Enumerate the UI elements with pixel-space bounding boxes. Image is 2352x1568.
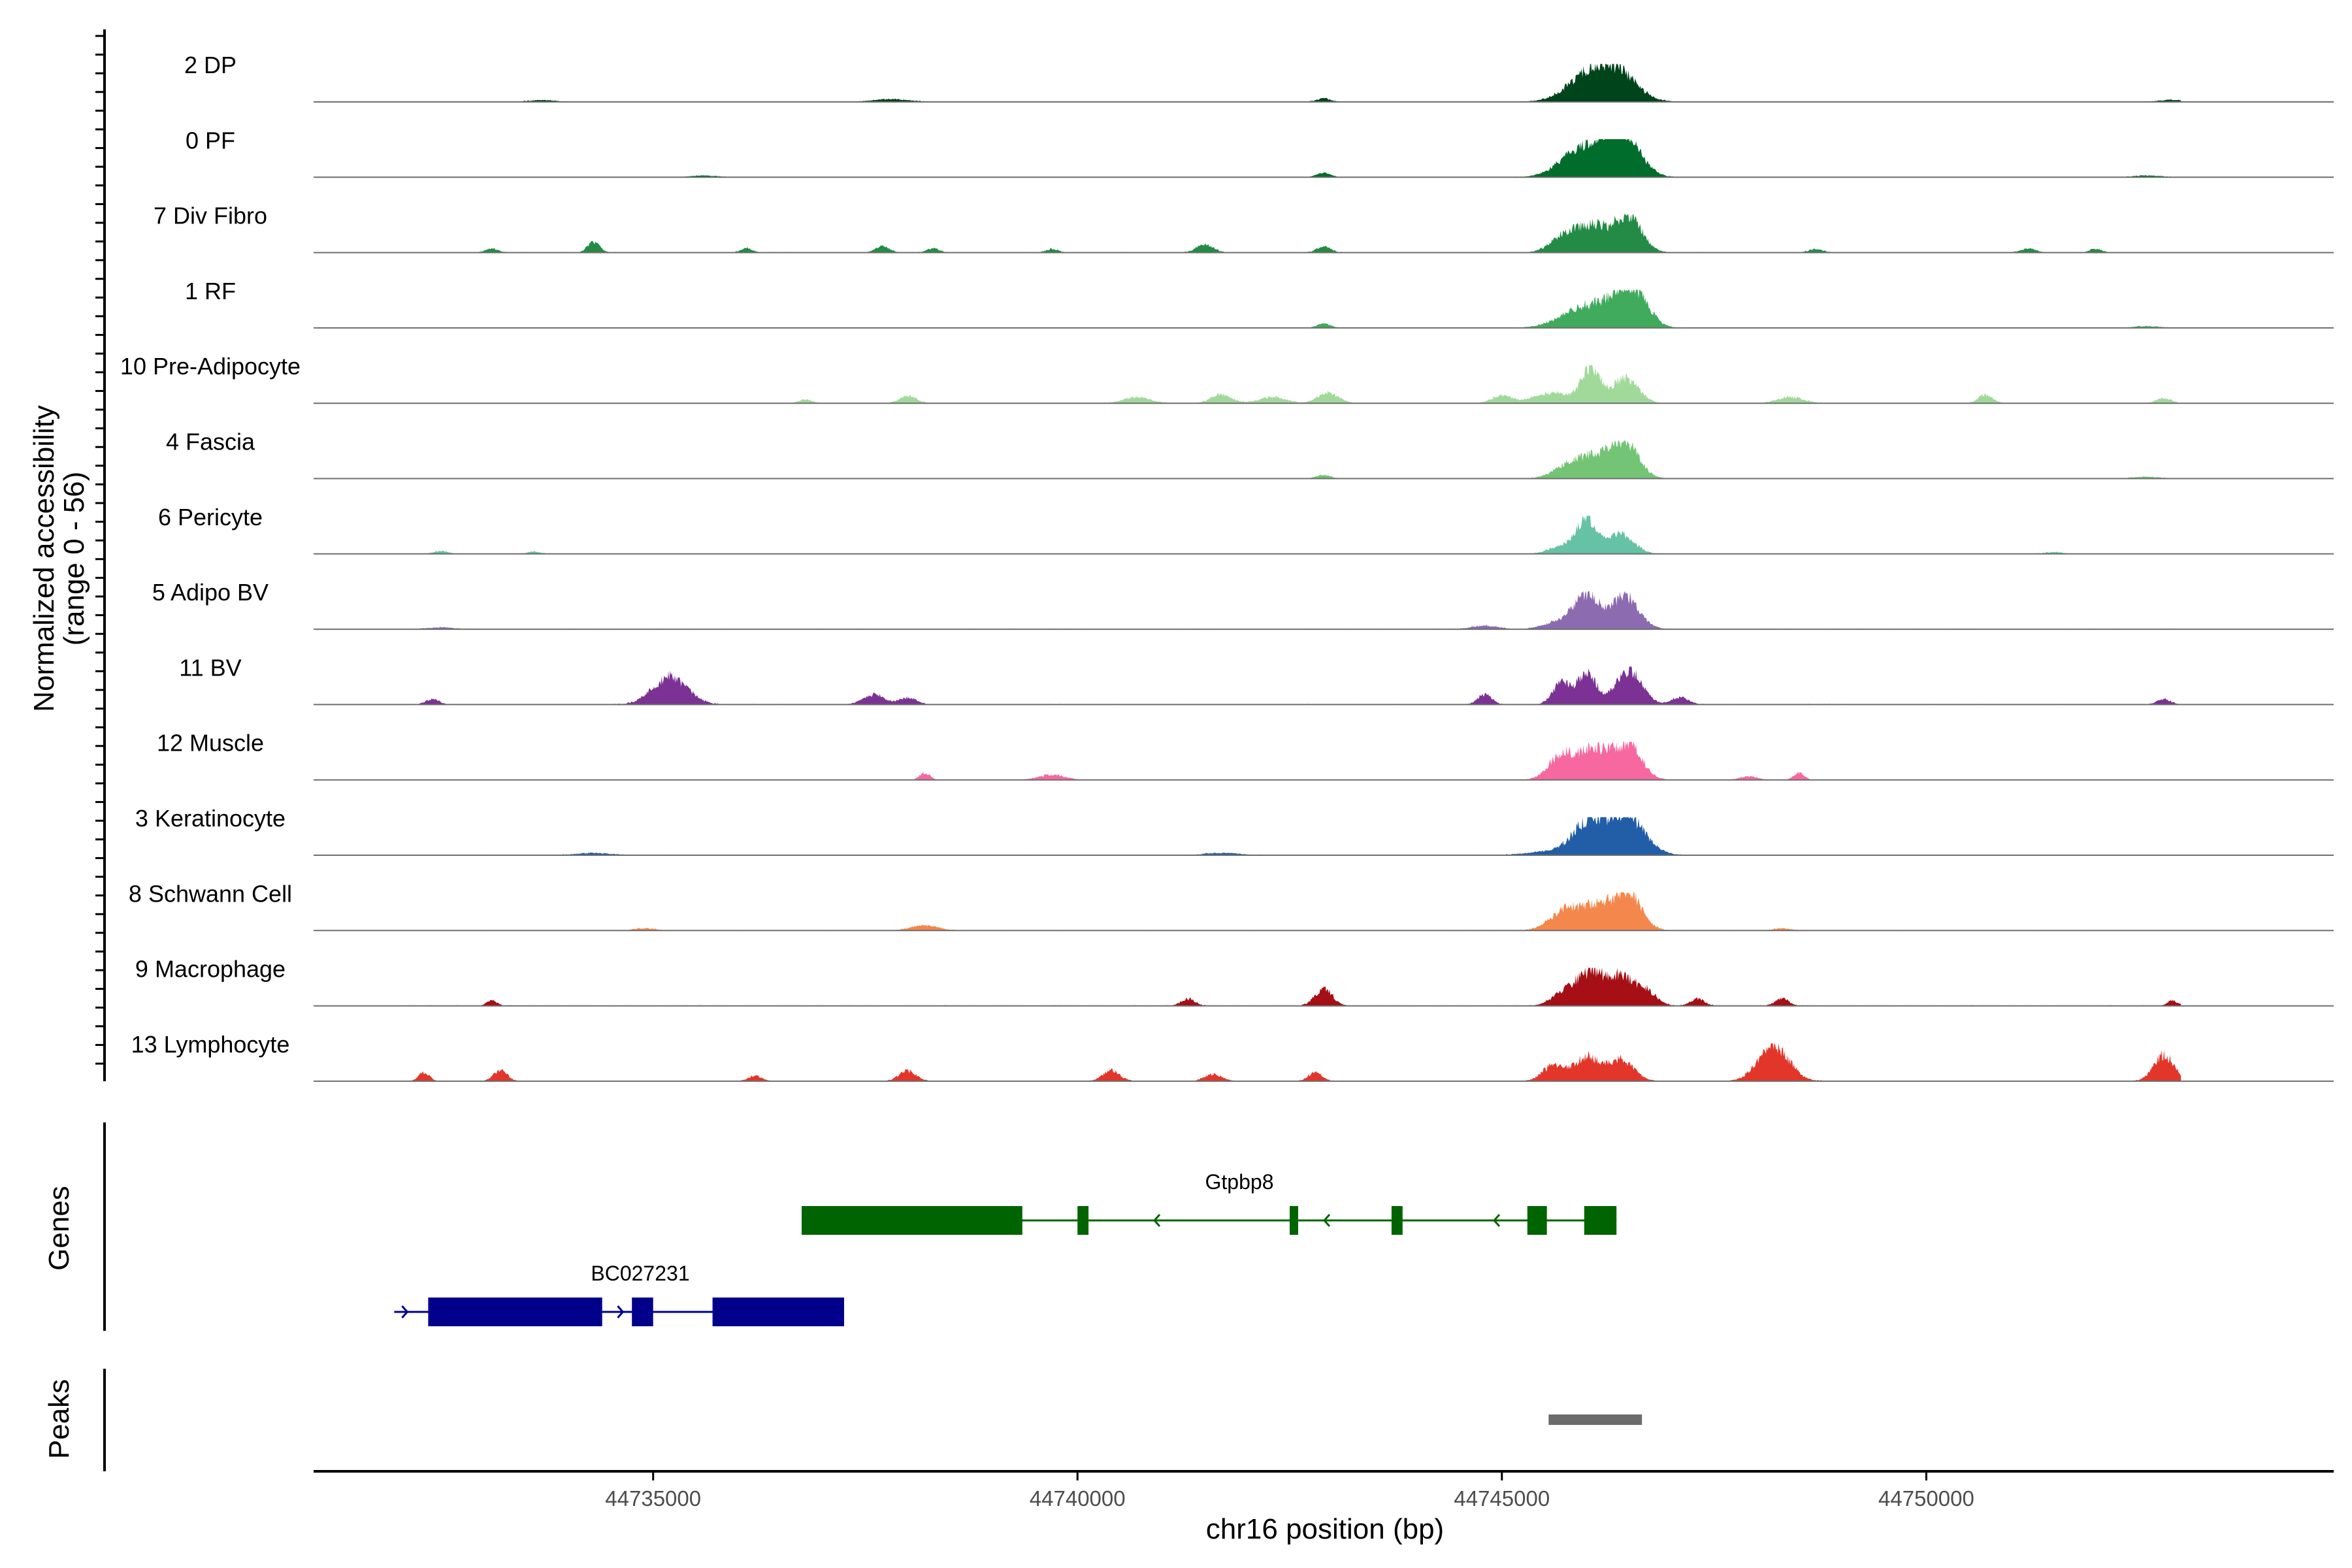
y-axis-title-line2: (range 0 - 56): [58, 472, 90, 646]
track-6-pericyte: 6 Pericyte: [158, 504, 2334, 555]
gene-gtpbp8: Gtpbp8: [802, 1170, 1617, 1235]
track-5-adipo-bv: 5 Adipo BV: [152, 579, 2334, 630]
gene-exon: [1527, 1206, 1547, 1235]
x-tick-label: 44750000: [1878, 1486, 1974, 1511]
track-label: 7 Div Fibro: [154, 203, 267, 229]
track-signal: [314, 591, 2181, 630]
track-signal: [314, 289, 2181, 328]
x-tick-label: 44740000: [1030, 1486, 1126, 1511]
gene-exon: [1391, 1206, 1403, 1235]
tracks-y-axis: [95, 29, 106, 1081]
track-9-macrophage: 9 Macrophage: [135, 956, 2334, 1007]
track-signal: [314, 63, 2181, 102]
track-12-muscle: 12 Muscle: [157, 730, 2334, 781]
track-signal: [314, 440, 2181, 479]
gene-exon: [632, 1298, 653, 1326]
track-label: 13 Lymphocyte: [131, 1031, 290, 1058]
track-label: 5 Adipo BV: [152, 579, 269, 606]
track-label: 8 Schwann Cell: [129, 880, 292, 907]
track-3-keratinocyte: 3 Keratinocyte: [135, 805, 2334, 856]
track-label: 6 Pericyte: [158, 504, 263, 531]
track-signal: [314, 742, 2181, 780]
track-signal: [314, 666, 2181, 705]
track-11-bv: 11 BV: [179, 654, 2334, 706]
strand-arrow: [1492, 1214, 1501, 1227]
gene-bc027231: BC027231: [394, 1262, 844, 1326]
gene-exon: [1290, 1206, 1298, 1235]
accessibility-tracks: 2 DP 0 PF 7 Div Fibro 1 RF 10 Pre-Adipocyte 4…: [120, 52, 2334, 1082]
peaks-panel-label: Peaks: [43, 1379, 75, 1459]
strand-arrow: [1152, 1214, 1161, 1227]
x-tick-label: 44745000: [1454, 1486, 1550, 1511]
track-label: 2 DP: [184, 52, 237, 78]
track-4-fascia: 4 Fascia: [166, 429, 2334, 480]
gene-exon: [802, 1206, 1022, 1235]
track-signal: [314, 892, 2181, 931]
x-axis-title: chr16 position (bp): [1206, 1513, 1444, 1545]
strand-arrow: [1322, 1214, 1331, 1227]
track-signal: [314, 817, 2181, 855]
x-axis: 44735000 44740000 44745000 44750000: [605, 1471, 1974, 1511]
gene-annotations: Gtpbp8 BC027231: [394, 1170, 1617, 1326]
track-8-schwann-cell: 8 Schwann Cell: [129, 880, 2334, 932]
gene-label: Gtpbp8: [1205, 1170, 1274, 1194]
gene-exon: [1077, 1206, 1089, 1235]
track-13-lymphocyte: 13 Lymphocyte: [131, 1031, 2334, 1082]
gene-exon: [428, 1298, 602, 1326]
track-signal: [314, 515, 2181, 554]
strand-arrow: [617, 1305, 625, 1318]
track-0-pf: 0 PF: [186, 127, 2334, 178]
track-label: 4 Fascia: [166, 429, 255, 455]
peak-regions: [1548, 1414, 1642, 1425]
track-label: 12 Muscle: [157, 730, 264, 757]
track-label: 1 RF: [185, 278, 236, 304]
track-signal: [314, 968, 2181, 1006]
track-10-pre-adipocyte: 10 Pre-Adipocyte: [120, 353, 2334, 404]
track-label: 0 PF: [186, 127, 235, 154]
x-tick-label: 44735000: [605, 1486, 701, 1511]
track-2-dp: 2 DP: [184, 52, 2334, 103]
track-label: 9 Macrophage: [135, 956, 286, 983]
gene-exon: [1584, 1206, 1617, 1235]
track-1-rf: 1 RF: [185, 278, 2334, 329]
track-label: 11 BV: [179, 654, 241, 681]
genes-panel-label: Genes: [43, 1186, 75, 1271]
gene-label: BC027231: [591, 1262, 689, 1285]
peak-region-bar: [1548, 1414, 1642, 1425]
track-label: 3 Keratinocyte: [135, 805, 286, 832]
y-axis-title-line1: Normalized accessibility: [28, 405, 60, 711]
strand-arrow: [401, 1305, 409, 1318]
track-signal: [314, 1043, 2181, 1081]
track-label: 10 Pre-Adipocyte: [120, 353, 301, 380]
track-7-div-fibro: 7 Div Fibro: [154, 203, 2334, 253]
track-signal: [314, 139, 2181, 178]
track-signal: [314, 214, 2181, 253]
track-signal: [314, 365, 2181, 404]
gene-exon: [712, 1298, 844, 1326]
